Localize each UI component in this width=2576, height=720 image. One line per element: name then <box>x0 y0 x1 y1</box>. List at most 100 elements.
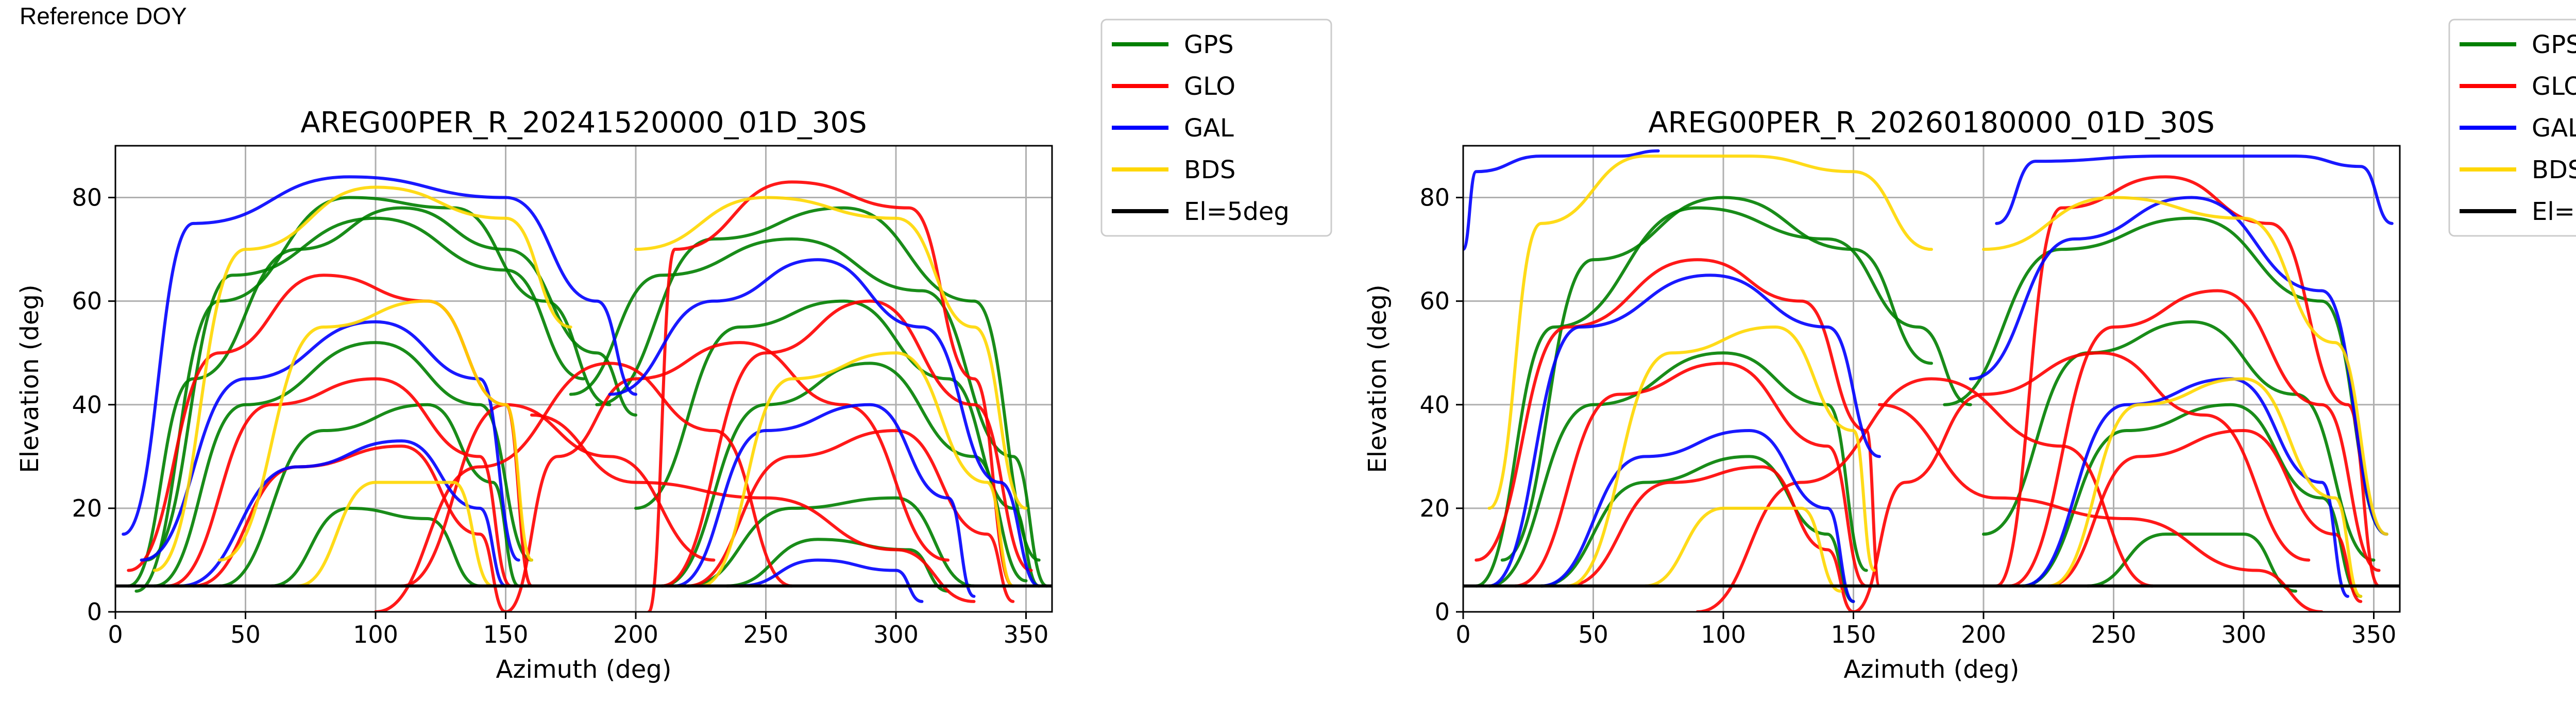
satellite-track-glo <box>2008 289 2381 588</box>
satellite-track-gps <box>1487 351 1868 588</box>
x-tick-label: 150 <box>1831 621 1876 648</box>
satellite-track-gps <box>152 341 533 588</box>
satellite-track-bds <box>218 299 533 562</box>
satellite-track-gps <box>1475 206 1972 588</box>
satellite-track-gps <box>218 403 520 588</box>
satellite-track-glo <box>1852 351 2311 612</box>
satellite-track-gal <box>179 439 507 588</box>
x-tick-label: 350 <box>1004 621 1049 648</box>
satellite-track-glo <box>1878 403 2324 612</box>
satellite-track-gps <box>1539 455 1855 603</box>
x-axis-label: Azimuth (deg) <box>496 655 672 684</box>
x-tick-label: 200 <box>613 621 658 648</box>
x-tick-label: 0 <box>1455 621 1470 648</box>
x-axis-label: Azimuth (deg) <box>1844 655 2020 684</box>
y-axis-label: Elevation (deg) <box>1363 284 1392 473</box>
x-tick-label: 300 <box>873 621 919 648</box>
satellite-track-glo <box>1696 377 2155 612</box>
legend-label: GAL <box>2532 114 2576 143</box>
satellite-track-bds <box>296 481 495 588</box>
satellite-track-glo <box>1566 465 1855 612</box>
satellite-track-glo <box>374 362 793 612</box>
satellite-track-glo <box>1475 258 1881 588</box>
satellite-track-gal <box>1487 273 1881 588</box>
y-tick-label: 80 <box>1419 184 1450 212</box>
x-tick-label: 200 <box>1961 621 2006 648</box>
legend-label: BDS <box>1184 156 1235 184</box>
satellite-track-bds <box>1982 196 2388 536</box>
satellite-track-bds <box>1566 325 1876 588</box>
y-tick-label: 40 <box>1419 391 1450 419</box>
satellite-track-gps <box>569 237 1048 588</box>
satellite-track-glo <box>1995 175 2381 588</box>
legend: GPS GLO GAL BDS El=5deg <box>1100 19 1332 237</box>
satellite-track-glo <box>1514 362 1868 588</box>
satellite-track-gps <box>270 506 481 588</box>
y-tick-label: 40 <box>72 391 102 419</box>
x-tick-label: 300 <box>2221 621 2266 648</box>
legend-label: BDS <box>2532 156 2576 184</box>
legend-label: GLO <box>1184 72 1235 101</box>
satellite-track-gal <box>673 403 976 598</box>
page-note: Reference DOY <box>20 3 187 29</box>
satellite-track-gps <box>134 196 612 593</box>
x-tick-label: 50 <box>230 621 261 648</box>
satellite-track-bds <box>634 196 1028 510</box>
satellite-track-glo <box>660 299 1033 588</box>
x-tick-label: 0 <box>108 621 123 648</box>
x-tick-label: 50 <box>1578 621 1608 648</box>
satellite-track-gal <box>140 320 520 562</box>
x-tick-label: 100 <box>1701 621 1746 648</box>
satellite-track-gps <box>1943 216 2388 536</box>
satellite-track-gps <box>1500 196 1933 562</box>
chart-title: AREG00PER_R_20241520000_01D_30S <box>300 106 867 140</box>
y-tick-label: 60 <box>1419 287 1450 315</box>
satellite-track-gal <box>122 175 637 536</box>
satellite-track-gal <box>1995 155 2394 225</box>
legend-label: El=5deg <box>1184 197 1290 226</box>
satellite-track-gal <box>1539 429 1855 603</box>
x-tick-label: 150 <box>483 621 529 648</box>
satellite-track-bds <box>152 185 572 572</box>
satellite-track-gal <box>1463 149 1660 251</box>
legend-label: El=5deg <box>2532 197 2576 226</box>
satellite-track-glo <box>166 377 513 588</box>
satellite-track-bds <box>1487 155 1933 510</box>
x-tick-label: 100 <box>353 621 398 648</box>
x-tick-label: 250 <box>2091 621 2137 648</box>
plot-frame <box>1462 145 2401 613</box>
y-tick-label: 60 <box>72 287 102 315</box>
satellite-track-gps <box>2021 403 2363 598</box>
y-tick-label: 20 <box>72 494 102 522</box>
chart-1: 0 50 100 150 200 250 300 350 0 20 40 60 80 AREG00PER_… <box>15 19 1332 684</box>
satellite-track-gps <box>686 496 976 588</box>
satellite-track-glo <box>2047 429 2363 603</box>
satellite-track-glo <box>192 444 507 612</box>
legend-box <box>1100 19 1332 237</box>
legend-label: GAL <box>1184 114 1234 143</box>
satellite-track-gal <box>1969 196 2388 536</box>
y-tick-label: 80 <box>72 184 102 212</box>
x-tick-label: 350 <box>2351 621 2397 648</box>
legend-label: GPS <box>2532 30 2576 59</box>
chart-2: 0 50 100 150 200 250 300 350 0 20 40 60 80 AREG00PER_… <box>1363 19 2576 684</box>
satellite-track-glo <box>530 413 976 603</box>
tracks-group <box>122 175 1048 612</box>
y-tick-label: 0 <box>1435 598 1450 626</box>
y-tick-label: 20 <box>1419 494 1450 522</box>
satellite-track-gps <box>127 206 637 588</box>
legend: GPS GLO GAL BDS El=5deg <box>2448 19 2576 237</box>
legend-label: GLO <box>2532 72 2576 101</box>
plot-frame <box>114 145 1053 613</box>
x-tick-label: 250 <box>743 621 789 648</box>
y-tick-label: 0 <box>87 598 102 626</box>
y-axis-label: Elevation (deg) <box>15 284 44 473</box>
tracks-group <box>1463 149 2394 612</box>
satellite-track-gps <box>1982 320 2376 562</box>
chart-title: AREG00PER_R_20260180000_01D_30S <box>1648 106 2214 140</box>
satellite-track-gps <box>145 216 585 562</box>
satellite-track-glo <box>686 429 1015 603</box>
satellite-track-gal <box>608 258 1041 588</box>
satellite-track-gal <box>738 558 924 603</box>
